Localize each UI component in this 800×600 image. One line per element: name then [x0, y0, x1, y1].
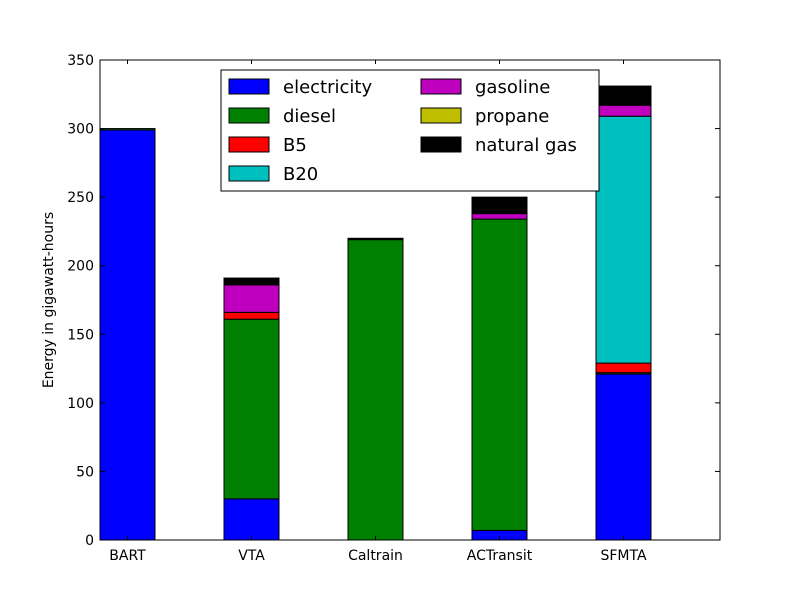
bar-vta-gasoline — [223, 284, 280, 313]
bar-caltrain-diesel — [347, 239, 404, 541]
legend-label-B5: B5 — [283, 135, 307, 156]
y-tick-label-150: 150 — [67, 327, 94, 343]
x-tick-label-sfmta: SFMTA — [600, 548, 646, 564]
legend-swatch-diesel — [228, 107, 270, 124]
y-tick-label-350: 350 — [67, 53, 94, 69]
bar-actransit-diesel — [471, 218, 528, 531]
ticks-group: BART VTA Caltrain ACTransit SFMTA 0 50 100 150 20… — [67, 53, 720, 564]
bar-bart-diesel — [99, 128, 156, 131]
y-axis-label: Energy in gigawatt-hours — [41, 212, 57, 388]
y-tick-label-300: 300 — [67, 122, 94, 138]
y-tick-label-0: 0 — [85, 533, 94, 549]
legend-label-propane: propane — [475, 106, 549, 127]
legend-label-B20: B20 — [283, 164, 318, 185]
bar-sfmta-electricity — [595, 373, 652, 541]
bar-sfmta-B5 — [595, 362, 652, 374]
legend-swatch-B20 — [228, 165, 270, 182]
bar-actransit-natural-gas — [471, 196, 528, 215]
legend-swatch-electricity — [228, 78, 270, 95]
y-tick-label-200: 200 — [67, 259, 94, 275]
legend-swatch-propane — [420, 107, 462, 124]
bars-group — [99, 85, 652, 541]
x-tick-label-actransit: ACTransit — [467, 548, 533, 564]
legend-swatch-gasoline — [420, 78, 462, 95]
bar-caltrain-natural-gas — [347, 237, 404, 241]
y-tick-label-100: 100 — [67, 396, 94, 412]
legend-label-electricity: electricity — [283, 77, 372, 98]
bar-sfmta-B20 — [595, 115, 652, 364]
bar-vta-natural-gas — [223, 277, 280, 286]
bar-vta-diesel — [223, 318, 280, 500]
x-tick-label-vta: VTA — [238, 548, 265, 564]
y-tick-label-50: 50 — [76, 464, 94, 480]
bar-vta-electricity — [223, 498, 280, 541]
bar-vta-B5 — [223, 311, 280, 320]
x-tick-label-bart: BART — [109, 548, 146, 564]
x-tick-label-caltrain: Caltrain — [348, 548, 403, 564]
y-tick-label-250: 250 — [67, 190, 94, 206]
bar-actransit-gasoline — [471, 213, 528, 220]
bar-bart-electricity — [99, 129, 156, 541]
legend-swatch-natural-gas — [420, 136, 462, 153]
legend-label-diesel: diesel — [283, 106, 336, 127]
plot-frame — [99, 59, 721, 541]
bar-sfmta-natural-gas — [595, 85, 652, 106]
legend: electricity diesel B5 B20 gasoline propane nat… — [220, 69, 600, 192]
legend-label-gasoline: gasoline — [475, 77, 550, 98]
legend-swatch-B5 — [228, 136, 270, 153]
bar-sfmta-gasoline — [595, 104, 652, 117]
legend-label-natural-gas: natural gas — [475, 135, 577, 156]
legend-frame — [220, 69, 600, 192]
